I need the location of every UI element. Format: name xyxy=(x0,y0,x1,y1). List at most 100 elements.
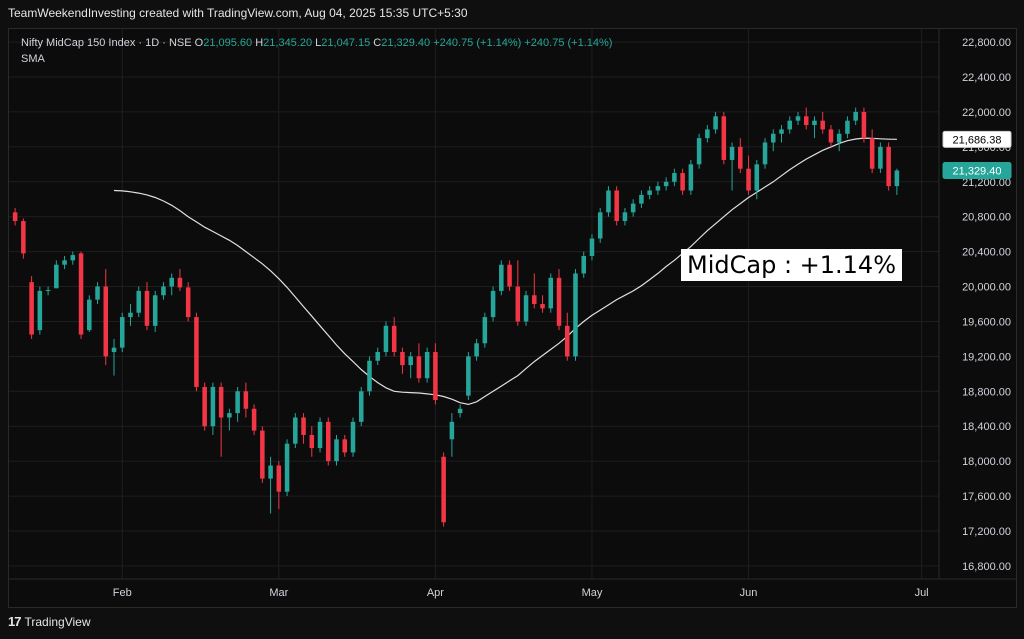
candle-body xyxy=(762,142,768,165)
sma-line xyxy=(113,137,897,406)
candle-body xyxy=(490,290,496,318)
candle-body xyxy=(688,164,694,191)
candle-body xyxy=(466,356,471,396)
candle-body xyxy=(235,391,240,414)
candle-body xyxy=(515,286,521,322)
candle-body xyxy=(647,190,652,195)
candle-body xyxy=(812,120,817,126)
y-tick-label: 18,000.00 xyxy=(962,456,1011,468)
candle-body xyxy=(210,386,216,427)
x-tick-label: Apr xyxy=(427,587,444,599)
y-tick-label: 21,200.00 xyxy=(962,177,1011,189)
x-tick-label: May xyxy=(582,587,603,599)
candle-body xyxy=(185,287,191,318)
legend-row-1: Nifty MidCap 150 Index · 1D · NSE O21,09… xyxy=(21,35,612,51)
legend-row-2: SMA xyxy=(21,51,612,67)
candle-body xyxy=(334,439,339,462)
candle-body xyxy=(375,352,380,361)
midcap-callout: MidCap : +1.14% xyxy=(681,249,903,281)
tradingview-brand[interactable]: TradingView xyxy=(24,614,91,629)
last-price-marker xyxy=(942,161,1012,179)
y-tick-label: 16,800.00 xyxy=(962,561,1011,573)
candle-body xyxy=(54,264,59,289)
candle-body xyxy=(152,295,158,326)
candle-body xyxy=(474,343,479,357)
candle-body xyxy=(746,168,751,191)
candle-body xyxy=(144,290,150,326)
attribution-text: TeamWeekendInvesting created with Tradin… xyxy=(8,6,468,20)
high-value: 21,345.20 xyxy=(263,37,313,49)
candle-body xyxy=(597,212,603,239)
sma-price-marker xyxy=(942,130,1012,148)
candle-body xyxy=(441,456,446,523)
candle-body xyxy=(639,194,644,204)
candlestick-chart[interactable]: 22,800.0022,400.0022,000.0021,600.0021,2… xyxy=(9,29,1016,607)
candle-body xyxy=(243,391,249,409)
candle-body xyxy=(358,391,364,422)
candle-body xyxy=(70,255,76,261)
candle-body xyxy=(408,356,413,366)
candle-body xyxy=(532,295,537,304)
candle-body xyxy=(95,286,100,300)
candle-body xyxy=(424,352,430,379)
chart-panel[interactable]: 22,800.00 22,400.00 22,000.00 21,600.00 21,2… xyxy=(8,28,1017,608)
candle-body xyxy=(729,146,735,160)
candle-body xyxy=(713,116,718,130)
candle-body xyxy=(672,173,677,182)
candle-body xyxy=(771,133,776,143)
candle-body xyxy=(326,421,331,462)
candle-body xyxy=(886,146,891,187)
close-value: 21,329.40 xyxy=(381,37,431,49)
candle-body xyxy=(202,386,207,427)
candle-body xyxy=(845,120,850,134)
y-tick-label: 20,400.00 xyxy=(962,247,1011,259)
candle-body xyxy=(556,277,562,326)
candle-body xyxy=(78,253,84,335)
candle-body xyxy=(227,413,232,418)
candle-body xyxy=(869,138,875,169)
y-tick-label: 19,600.00 xyxy=(962,316,1011,328)
candle-body xyxy=(111,347,117,353)
candle-body xyxy=(293,417,298,444)
candle-body xyxy=(655,186,661,191)
change-value-2: +240.75 (+1.14%) xyxy=(524,37,613,49)
candle-body xyxy=(836,133,842,143)
y-tick-label: 22,000.00 xyxy=(962,107,1011,119)
footer: 17 TradingView xyxy=(8,614,91,629)
candle-body xyxy=(350,421,356,453)
y-tick-label: 22,400.00 xyxy=(962,72,1011,84)
candle-body xyxy=(45,290,51,292)
candle-body xyxy=(861,111,867,139)
x-tick-label: Jun xyxy=(740,587,758,599)
y-tick-label: 22,800.00 xyxy=(962,37,1011,49)
indicator-sma-label[interactable]: SMA xyxy=(21,53,45,65)
candle-body xyxy=(342,439,348,453)
candle-body xyxy=(416,356,422,379)
tradingview-logo-icon[interactable]: 17 xyxy=(8,614,22,629)
candle-body xyxy=(276,465,282,492)
candle-body xyxy=(614,190,619,222)
candle-body xyxy=(400,352,405,366)
candle-body xyxy=(119,317,125,348)
x-tick-label: Mar xyxy=(269,587,288,599)
symbol-name[interactable]: Nifty MidCap 150 Index · 1D · NSE xyxy=(21,37,192,49)
low-label: L xyxy=(315,37,322,49)
close-label: C xyxy=(373,37,382,49)
candle-body xyxy=(449,421,455,440)
y-tick-label: 17,200.00 xyxy=(962,526,1011,538)
candle-body xyxy=(795,116,801,121)
candle-body xyxy=(754,164,760,191)
candle-body xyxy=(663,181,669,187)
candle-body xyxy=(268,465,273,479)
candle-body xyxy=(29,282,34,335)
candle-body xyxy=(433,352,438,401)
candle-body xyxy=(721,116,727,160)
candle-body xyxy=(573,273,578,357)
candle-body xyxy=(482,317,488,344)
candle-body xyxy=(738,146,743,169)
candle-body xyxy=(680,173,685,191)
sma-price-label: 21,686.38 xyxy=(953,134,1002,146)
candle-body xyxy=(705,129,710,139)
candle-body xyxy=(317,421,323,449)
y-tick-label: 19,200.00 xyxy=(962,351,1011,363)
